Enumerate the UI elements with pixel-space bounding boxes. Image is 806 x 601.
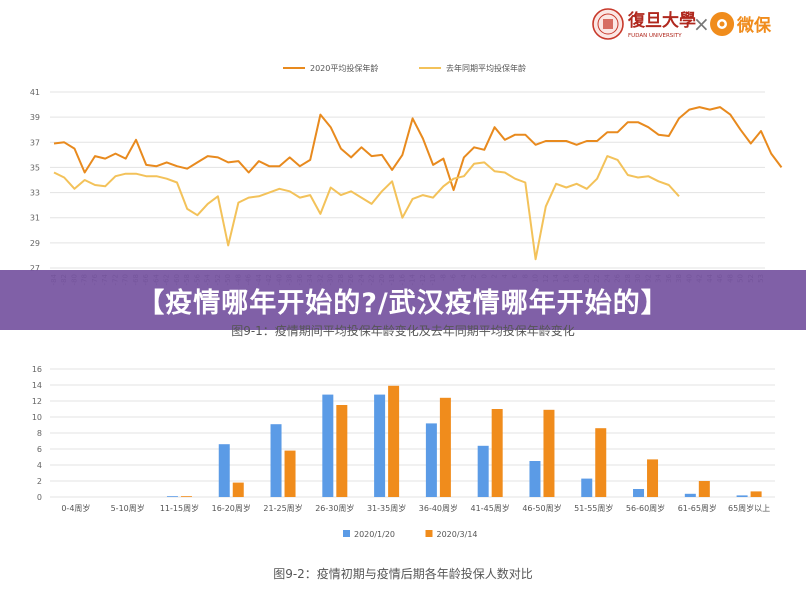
bar-1-12 <box>633 489 645 497</box>
y-tick-label: 8 <box>37 429 42 438</box>
y-tick-label: 16 <box>32 365 42 374</box>
bar-2-14 <box>750 491 762 497</box>
x-tick-label: 16-20周岁 <box>212 503 251 513</box>
bar-2-3 <box>180 496 192 497</box>
y-tick-label: 37 <box>30 138 40 147</box>
university-en: FUDAN UNIVERSITY <box>628 33 682 39</box>
legend-label-1: 2020平均投保年龄 <box>310 63 378 73</box>
bar-1-7 <box>374 394 386 497</box>
y-tick-label: 31 <box>30 214 40 223</box>
line-chart-grid <box>50 91 765 269</box>
legend-label-2: 2020/3/14 <box>437 530 478 539</box>
y-tick-label: 12 <box>32 397 42 406</box>
bar-1-11 <box>581 478 593 497</box>
bar-1-14 <box>736 495 748 497</box>
header-logos: 復旦大學 FUDAN UNIVERSITY × 微保 <box>590 4 790 44</box>
bar-chart-y-ticks: 0 2 4 6 8 10 12 14 16 <box>32 365 42 502</box>
bar-chart-x-ticks: 0-4周岁 5-10周岁 11-15周岁 16-20周岁 21-25周岁 26-30周岁 3… <box>61 503 770 513</box>
x-tick-label: 61-65周岁 <box>678 503 717 513</box>
bar-1-10 <box>529 461 541 497</box>
x-tick-label: 51-55周岁 <box>574 503 613 513</box>
bar-2-8 <box>439 397 451 497</box>
y-tick-label: 39 <box>30 113 40 122</box>
bar-chart-bars <box>166 385 762 497</box>
x-tick-label: 11-15周岁 <box>160 503 199 513</box>
legend-label-1: 2020/1/20 <box>354 530 395 539</box>
bar-1-8 <box>425 423 437 497</box>
y-tick-label: 10 <box>32 413 42 422</box>
bar-1-4 <box>218 444 230 497</box>
y-tick-label: 6 <box>37 445 42 454</box>
fudan-logo-icon <box>592 8 624 40</box>
chart2-caption: 图9-2：疫情初期与疫情后期各年龄投保人数对比 <box>273 567 533 581</box>
bar-2-11 <box>595 428 607 497</box>
bar-1-6 <box>322 394 334 497</box>
bar-2-5 <box>284 450 296 497</box>
x-tick-label: 0-4周岁 <box>61 503 90 513</box>
bar-chart-grid <box>50 368 775 498</box>
y-tick-label: 4 <box>37 461 42 470</box>
x-tick-label: 41-45周岁 <box>471 503 510 513</box>
bar-2-10 <box>543 409 555 497</box>
line-chart-series <box>53 106 783 261</box>
x-tick-label: 31-35周岁 <box>367 503 406 513</box>
series-line-1 <box>53 106 783 192</box>
bar-2-6 <box>336 405 348 497</box>
x-tick-label: 56-60周岁 <box>626 503 665 513</box>
partner-name: 微保 <box>736 15 772 36</box>
page-title-banner: 【疫情哪年开始的?/武汉疫情哪年开始的】 <box>0 270 806 330</box>
x-tick-label: 5-10周岁 <box>111 503 145 513</box>
bar-2-12 <box>647 459 659 497</box>
bar-1-5 <box>270 424 282 497</box>
bar-1-9 <box>477 445 489 497</box>
x-tick-label: 21-25周岁 <box>263 503 302 513</box>
x-tick-label: 46-50周岁 <box>522 503 561 513</box>
logo-svg: 復旦大學 FUDAN UNIVERSITY × 微保 <box>592 8 772 40</box>
line-chart-legend: 2020平均投保年龄 去年同期平均投保年龄 <box>283 63 526 73</box>
legend-swatch-1 <box>343 530 350 537</box>
y-tick-label: 0 <box>37 493 42 502</box>
line-chart-y-ticks: 27 29 31 33 35 37 39 41 <box>30 88 40 273</box>
y-tick-label: 33 <box>30 189 40 198</box>
bar-1-13 <box>684 493 696 497</box>
y-tick-label: 29 <box>30 239 40 248</box>
y-tick-label: 41 <box>30 88 40 97</box>
university-name: 復旦大學 <box>627 10 696 31</box>
bar-2-7 <box>388 385 400 497</box>
y-tick-label: 14 <box>32 381 42 390</box>
bar-2-4 <box>232 482 244 497</box>
legend-swatch-2 <box>425 530 433 537</box>
y-tick-label: 35 <box>30 163 40 172</box>
x-tick-label: 26-30周岁 <box>315 503 354 513</box>
bar-chart-legend: 2020/1/20 2020/3/14 <box>343 530 478 539</box>
bar-1-3 <box>166 496 178 497</box>
y-tick-label: 2 <box>37 477 42 486</box>
weibao-logo-icon <box>710 12 735 36</box>
separator-mark: × <box>693 12 710 36</box>
series-line-2 <box>53 155 680 261</box>
x-tick-label: 36-40周岁 <box>419 503 458 513</box>
bar-2-9 <box>491 409 503 497</box>
legend-label-2: 去年同期平均投保年龄 <box>446 63 526 73</box>
bar-2-13 <box>698 481 710 497</box>
bar-chart: 0 2 4 6 8 10 12 14 16 0-4周岁 5-10周岁 11-15周岁 16-20周岁 2… <box>32 365 775 539</box>
x-tick-label: 65周岁以上 <box>728 503 770 513</box>
y-tick-label: 27 <box>30 264 40 273</box>
chart1-caption: 图9-1：疫情期间平均投保年龄变化及去年同期平均投保年龄变化 <box>231 324 575 338</box>
